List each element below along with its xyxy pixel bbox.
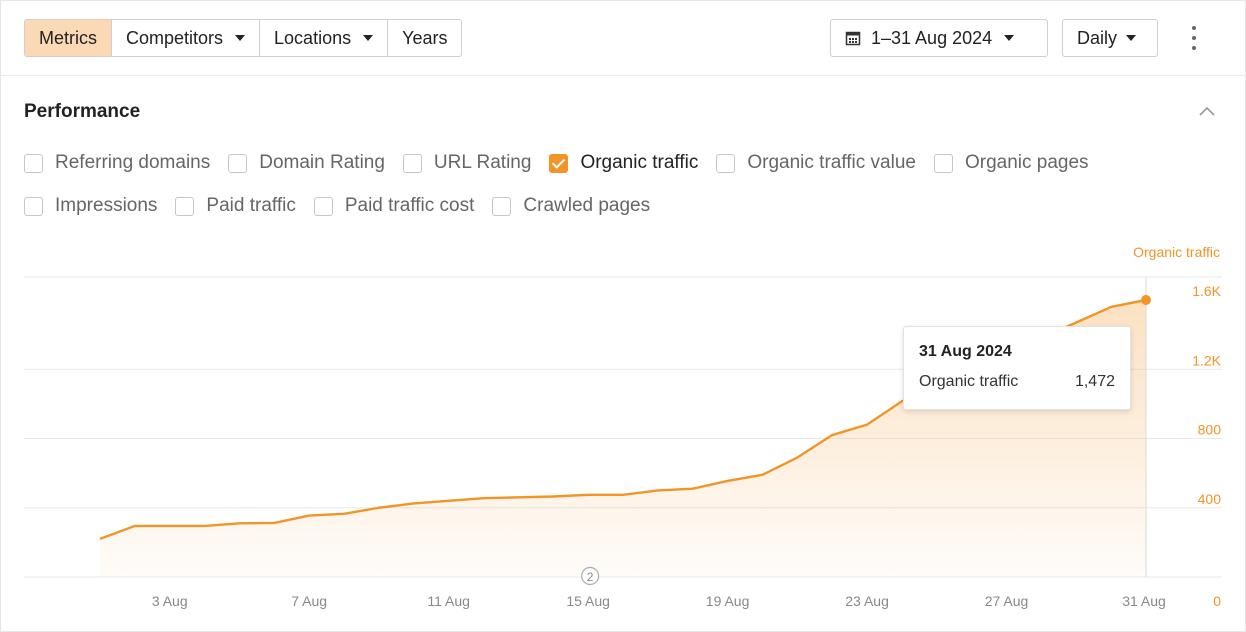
checkbox[interactable] <box>24 153 43 173</box>
organic-traffic-chart: 2 3 Aug 7 Aug 11 Aug 15 Aug 19 Aug 23 Aug 27 A… <box>24 276 1222 609</box>
annotation-label: 2 <box>587 570 594 584</box>
metric-toggle-paid-traffic-cost[interactable]: Paid traffic cost <box>313 195 475 217</box>
metric-toggle-organic-pages[interactable]: Organic pages <box>933 152 1089 174</box>
tab-competitors[interactable]: Competitors <box>111 20 259 56</box>
checkbox[interactable] <box>175 196 195 216</box>
metric-toggle-label: Organic traffic value <box>747 152 916 173</box>
chart-annotations: 2 <box>581 566 600 586</box>
checkbox[interactable] <box>492 196 512 216</box>
caret-down-icon <box>1004 35 1015 41</box>
metric-toggle-label: Crawled pages <box>523 195 651 216</box>
metric-toggle-label: Paid traffic <box>206 195 296 216</box>
x-tick-label: 7 Aug <box>291 593 327 609</box>
annotation-marker <box>581 566 600 586</box>
y-tick-label: 400 <box>1198 491 1222 507</box>
tab-competitors-label: Competitors <box>126 27 224 48</box>
caret-down-icon <box>363 35 374 41</box>
toolbar: Metrics Competitors Locations Years 1–31… <box>0 0 1246 76</box>
checkbox[interactable] <box>402 153 422 173</box>
granularity-label: Daily <box>1077 27 1118 48</box>
x-tick-label: 11 Aug <box>427 593 470 609</box>
tab-years[interactable]: Years <box>387 20 461 56</box>
chevron-up-icon[interactable] <box>1196 102 1218 120</box>
metric-toggle-domain-rating[interactable]: Domain Rating <box>228 152 385 174</box>
y-axis-ticks: 0 400 800 1.2K 1.6K <box>1192 283 1221 609</box>
metric-toggle-url-rating[interactable]: URL Rating <box>402 152 532 174</box>
tab-locations-label: Locations <box>274 27 352 48</box>
x-tick-label: 27 Aug <box>985 593 1029 609</box>
metric-toggle-label: Impressions <box>55 195 158 216</box>
highlighted-point <box>1141 295 1151 305</box>
y-tick-label: 1.6K <box>1192 283 1221 299</box>
granularity-select[interactable]: Daily <box>1062 19 1158 57</box>
metric-toggle-label: Organic pages <box>964 152 1089 173</box>
metric-toggle-label: URL Rating <box>433 152 532 173</box>
y-tick-label: 0 <box>1213 593 1221 609</box>
x-tick-label: 23 Aug <box>845 593 889 609</box>
tooltip-row: Organic traffic 1,472 <box>919 373 1115 391</box>
x-tick-label: 19 Aug <box>706 593 750 609</box>
caret-down-icon <box>235 35 246 41</box>
chart-area <box>99 277 1151 577</box>
tooltip-metric: Organic traffic <box>919 373 1019 390</box>
metric-toggle-paid-traffic[interactable]: Paid traffic <box>175 195 296 217</box>
x-axis-ticks: 3 Aug 7 Aug 11 Aug 15 Aug 19 Aug 23 Aug 27 Aug… <box>152 593 1166 609</box>
date-range-picker[interactable]: 1–31 Aug 2024 <box>830 19 1048 57</box>
tab-years-label: Years <box>402 27 448 48</box>
date-range-label: 1–31 Aug 2024 <box>871 27 993 48</box>
caret-down-icon <box>1126 35 1137 41</box>
tab-locations[interactable]: Locations <box>259 20 387 56</box>
metric-toggle-crawled-pages[interactable]: Crawled pages <box>492 195 650 217</box>
metric-toggle-label: Paid traffic cost <box>344 195 475 216</box>
tab-metrics-label: Metrics <box>39 27 97 48</box>
chart-tooltip: 31 Aug 2024 Organic traffic 1,472 <box>903 326 1131 410</box>
y-tick-label: 1.2K <box>1192 352 1221 368</box>
checkbox-checked[interactable] <box>549 153 569 173</box>
y-tick-label: 800 <box>1198 422 1222 438</box>
tab-metrics[interactable]: Metrics <box>25 20 111 56</box>
metric-toggle-referring-domains[interactable]: Referring domains <box>24 152 210 174</box>
metric-toggle-label: Referring domains <box>55 152 211 173</box>
metric-toggles-row-2: Impressions Paid traffic Paid traffic cost… <box>24 195 668 217</box>
checkbox[interactable] <box>313 196 333 216</box>
metric-toggle-label: Domain Rating <box>259 152 385 173</box>
tooltip-value: 1,472 <box>1074 373 1115 390</box>
checkbox[interactable] <box>933 153 953 173</box>
series-area-organic-traffic <box>100 300 1146 577</box>
x-tick-label: 15 Aug <box>566 593 610 609</box>
y-axis-title: Organic traffic <box>1133 244 1220 260</box>
calendar-icon <box>845 31 861 46</box>
panel-title: Performance <box>24 101 141 122</box>
metric-toggle-label: Organic traffic <box>580 152 699 173</box>
tooltip-date: 31 Aug 2024 <box>919 343 1012 360</box>
checkbox[interactable] <box>716 153 736 173</box>
x-tick-label: 31 Aug <box>1122 593 1166 609</box>
metric-toggle-organic-traffic[interactable]: Organic traffic <box>549 152 698 174</box>
checkbox[interactable] <box>24 196 43 216</box>
x-tick-label: 3 Aug <box>152 593 188 609</box>
metric-toggle-impressions[interactable]: Impressions <box>24 195 157 217</box>
metric-toggle-organic-traffic-value[interactable]: Organic traffic value <box>716 152 916 174</box>
checkbox[interactable] <box>228 153 248 173</box>
metric-toggles-row-1: Referring domains Domain Rating URL Rating… <box>24 152 1107 174</box>
mode-tabs: Metrics Competitors Locations Years <box>24 19 463 57</box>
more-options-icon[interactable] <box>1184 26 1204 50</box>
